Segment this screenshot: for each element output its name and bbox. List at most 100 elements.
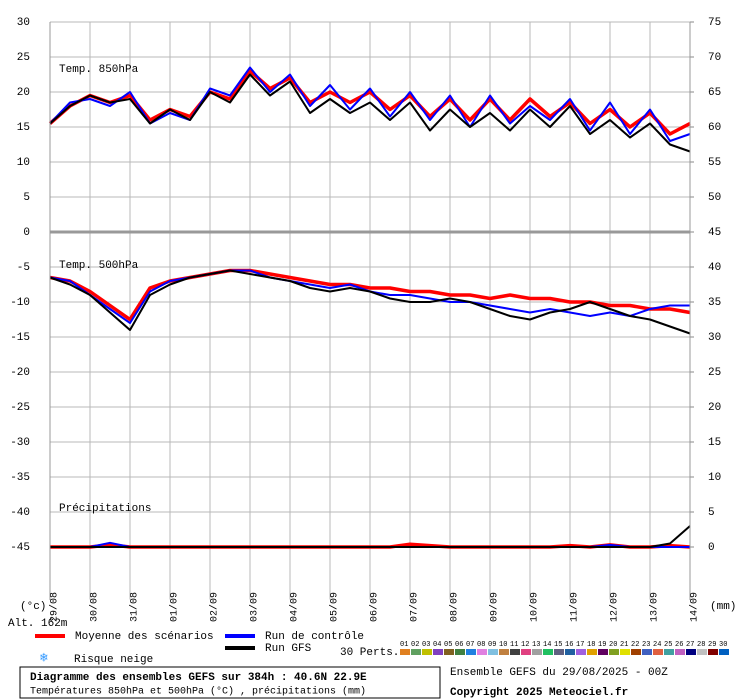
y2-tick-label: 20 <box>708 402 721 414</box>
x-tick-label: 12/09 <box>609 592 621 622</box>
member-swatch <box>433 649 443 655</box>
x-tick-label: 13/09 <box>649 592 661 622</box>
member-swatch <box>510 649 520 655</box>
member-number: 08 <box>477 641 485 649</box>
y-tick-label: 25 <box>17 52 30 64</box>
y-tick-label: -10 <box>10 297 30 309</box>
y2-tick-label: 65 <box>708 87 721 99</box>
y-tick-label: 0 <box>23 227 30 239</box>
member-swatch <box>653 649 663 655</box>
member-swatch <box>708 649 718 655</box>
member-number: 07 <box>466 641 474 649</box>
member-swatch <box>499 649 509 655</box>
x-tick-label: 11/09 <box>569 592 581 622</box>
member-number: 20 <box>609 641 617 649</box>
member-number: 18 <box>587 641 595 649</box>
y2-tick-label: 25 <box>708 367 721 379</box>
y2-tick-label: 15 <box>708 437 721 449</box>
x-tick-label: 10/09 <box>529 592 541 622</box>
member-number: 13 <box>532 641 540 649</box>
member-number: 17 <box>576 641 584 649</box>
legend-label: Run de contrôle <box>265 631 364 643</box>
series-line <box>49 73 691 153</box>
altitude: Alt. 162m <box>8 618 68 630</box>
panel-label: Temp. 850hPa <box>59 64 139 76</box>
member-number: 10 <box>499 641 507 649</box>
y-tick-label: 30 <box>17 17 30 29</box>
member-number: 30 <box>719 641 727 649</box>
member-swatch <box>521 649 531 655</box>
member-swatch <box>565 649 575 655</box>
y2-tick-label: 0 <box>708 542 715 554</box>
member-number: 21 <box>620 641 628 649</box>
member-swatch <box>697 649 707 655</box>
y-tick-label: -20 <box>10 367 30 379</box>
y2-tick-label: 45 <box>708 227 721 239</box>
perturbations-label: 30 Perts. <box>340 647 399 659</box>
y2-tick-label: 10 <box>708 472 721 484</box>
series-line <box>50 525 691 548</box>
footer-title: Diagramme des ensembles GEFS sur 384h : … <box>30 672 367 684</box>
member-number: 11 <box>510 641 518 649</box>
y2-tick-label: 40 <box>708 262 721 274</box>
y-tick-label: -40 <box>10 507 30 519</box>
x-tick-label: 08/09 <box>449 592 461 622</box>
y2-tick-label: 55 <box>708 157 721 169</box>
x-tick-label: 05/09 <box>329 592 341 622</box>
member-swatch <box>411 649 421 655</box>
member-number: 03 <box>422 641 430 649</box>
member-swatch <box>455 649 465 655</box>
y-tick-label: -5 <box>17 262 30 274</box>
title-box <box>19 666 441 699</box>
footer-subtitle: Températures 850hPa et 500hPa (°C) , pré… <box>30 686 366 698</box>
member-number: 29 <box>708 641 716 649</box>
member-number: 09 <box>488 641 496 649</box>
panel-label: Précipitations <box>59 503 151 515</box>
member-swatch <box>543 649 553 655</box>
member-number: 05 <box>444 641 452 649</box>
member-swatch <box>620 649 630 655</box>
copyright: Copyright 2025 Meteociel.fr <box>450 687 628 699</box>
series-line <box>48 69 691 136</box>
member-number: 06 <box>455 641 463 649</box>
member-number: 28 <box>697 641 705 649</box>
x-tick-label: 04/09 <box>289 592 301 622</box>
member-number: 12 <box>521 641 529 649</box>
member-swatch <box>719 649 729 655</box>
x-tick-label: 03/09 <box>249 592 261 622</box>
panel-label: Temp. 500hPa <box>59 260 139 272</box>
y2-tick-label: 50 <box>708 192 721 204</box>
run-info: Ensemble GEFS du 29/08/2025 - 00Z <box>450 667 668 679</box>
y-tick-label: -15 <box>10 332 30 344</box>
member-number: 15 <box>554 641 562 649</box>
member-swatch <box>488 649 498 655</box>
member-swatch <box>466 649 476 655</box>
member-swatch <box>477 649 487 655</box>
member-number: 26 <box>675 641 683 649</box>
x-tick-label: 07/09 <box>409 592 421 622</box>
member-swatch <box>609 649 619 655</box>
member-swatch <box>686 649 696 655</box>
y-tick-label: -25 <box>10 402 30 414</box>
member-swatch <box>576 649 586 655</box>
y-tick-label: 5 <box>23 192 30 204</box>
legend-label: Run GFS <box>265 643 312 655</box>
member-number: 22 <box>631 641 639 649</box>
y-tick-label: 10 <box>17 157 30 169</box>
member-swatch <box>631 649 641 655</box>
member-swatch <box>444 649 454 655</box>
y-tick-label: -45 <box>10 542 30 554</box>
series-line <box>49 269 691 335</box>
member-number: 04 <box>433 641 441 649</box>
x-tick-label: 29/08 <box>49 592 61 622</box>
member-swatch <box>598 649 608 655</box>
member-number: 02 <box>411 641 419 649</box>
snow-icon: ❄ <box>39 650 48 665</box>
y2-tick-label: 60 <box>708 122 721 134</box>
x-tick-label: 01/09 <box>169 592 181 622</box>
y2-axis-label: (mm) <box>710 601 736 613</box>
member-number: 27 <box>686 641 694 649</box>
y2-tick-label: 5 <box>708 507 715 519</box>
snow-label: Risque neige <box>74 654 153 666</box>
